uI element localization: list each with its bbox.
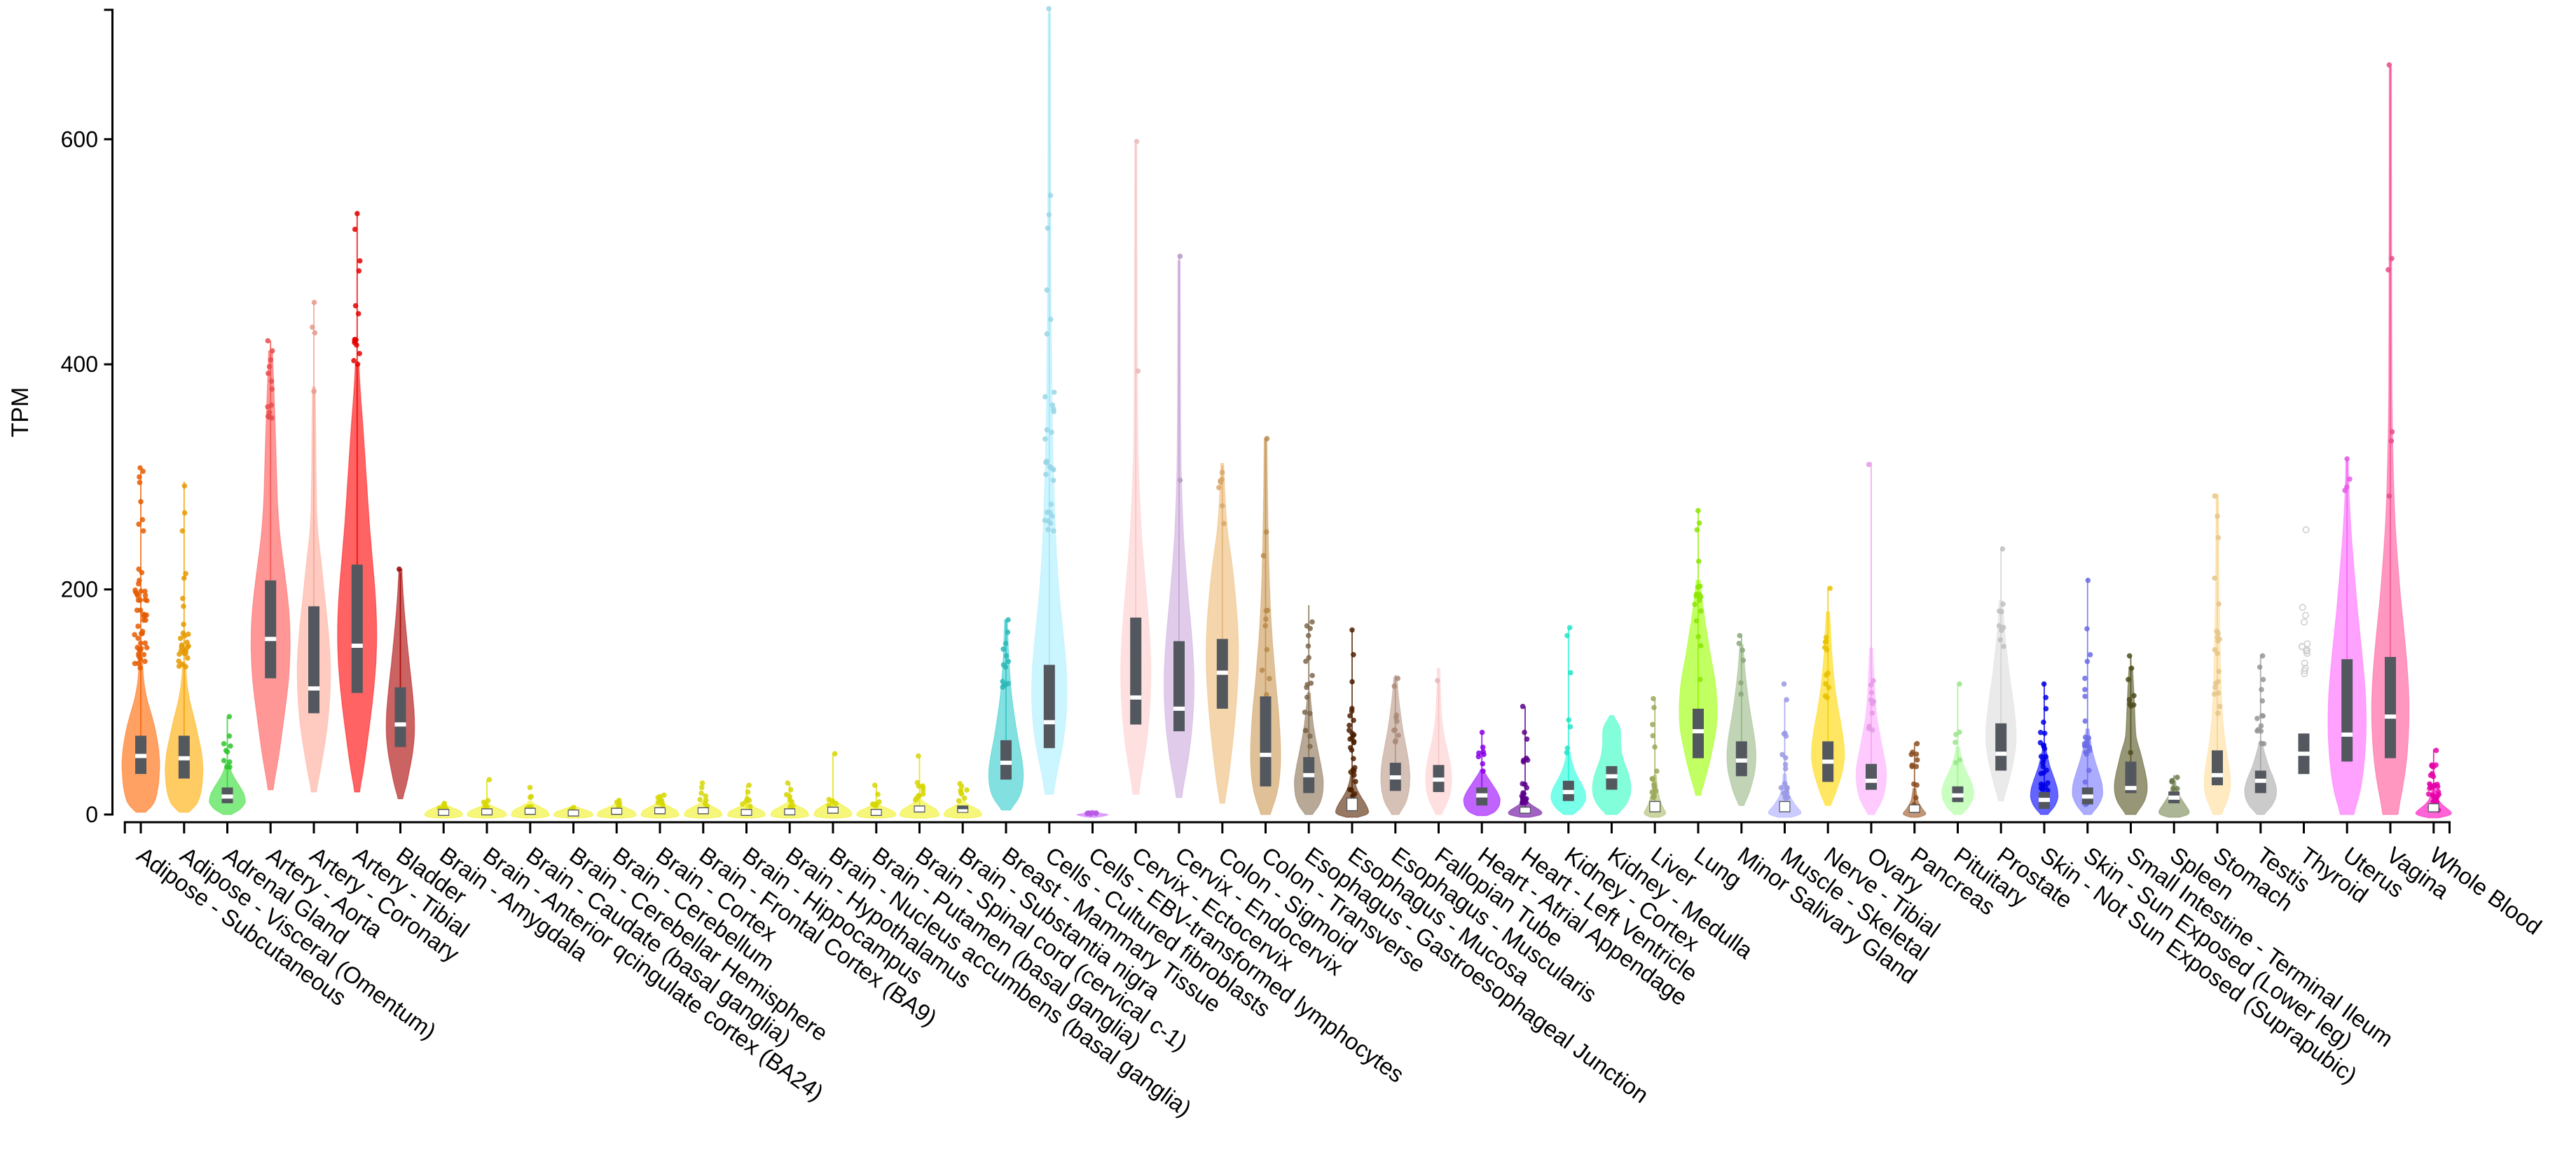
svg-text:600: 600 xyxy=(61,127,98,152)
svg-text:TPM: TPM xyxy=(7,387,34,438)
svg-text:0: 0 xyxy=(85,802,98,827)
svg-text:400: 400 xyxy=(61,352,98,377)
svg-text:200: 200 xyxy=(61,577,98,602)
